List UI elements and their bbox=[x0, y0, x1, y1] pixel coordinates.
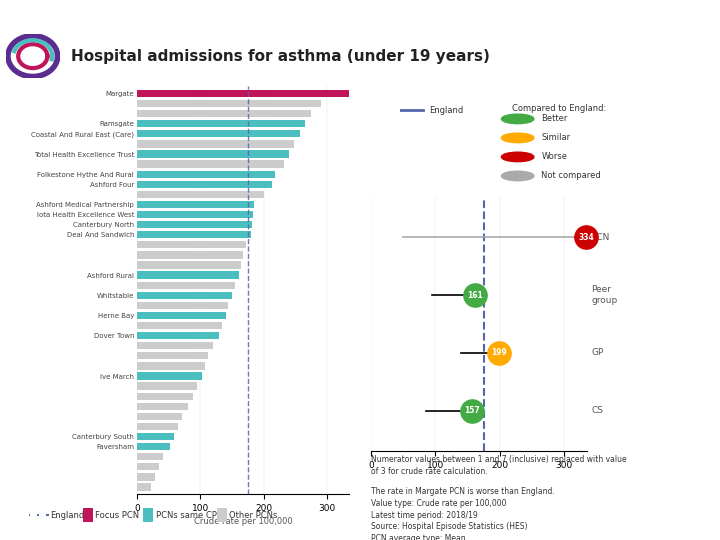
Bar bbox=[137, 373, 202, 380]
Bar bbox=[137, 474, 155, 481]
Point bbox=[493, 348, 505, 357]
Bar bbox=[137, 100, 320, 107]
Bar bbox=[137, 281, 235, 289]
Point bbox=[467, 406, 478, 415]
Text: Better: Better bbox=[541, 114, 567, 124]
Bar bbox=[137, 221, 252, 228]
Bar bbox=[137, 433, 174, 440]
Text: Compared to England:: Compared to England: bbox=[512, 104, 606, 113]
Bar bbox=[137, 181, 272, 188]
Text: Similar: Similar bbox=[541, 133, 570, 143]
Point bbox=[469, 291, 480, 300]
Text: 157: 157 bbox=[464, 406, 480, 415]
Text: 199: 199 bbox=[491, 348, 507, 357]
Bar bbox=[137, 231, 251, 238]
Circle shape bbox=[501, 152, 534, 161]
Circle shape bbox=[501, 133, 534, 143]
Bar bbox=[137, 382, 197, 390]
Text: Hospital admissions for asthma (under 19 years): Hospital admissions for asthma (under 19… bbox=[71, 49, 490, 64]
Bar bbox=[137, 302, 228, 309]
Bar bbox=[137, 241, 246, 248]
Bar bbox=[137, 191, 264, 198]
Text: 334: 334 bbox=[578, 233, 594, 242]
Text: Other PCNs: Other PCNs bbox=[230, 510, 278, 519]
Bar bbox=[137, 413, 182, 420]
Bar bbox=[217, 508, 227, 522]
Bar bbox=[137, 393, 192, 400]
Text: The rate in Margate PCN is worse than England.
Value type: Crude rate per 100,00: The rate in Margate PCN is worse than En… bbox=[371, 487, 605, 540]
Bar bbox=[137, 150, 289, 158]
Bar bbox=[137, 362, 205, 369]
Bar bbox=[137, 130, 300, 138]
Point bbox=[580, 233, 592, 242]
Text: Numerator values between 1 and 7 (inclusive) replaced with value
of 3 for crude : Numerator values between 1 and 7 (inclus… bbox=[371, 455, 626, 476]
Bar bbox=[137, 120, 305, 127]
Bar bbox=[83, 508, 93, 522]
Text: PCN: PCN bbox=[591, 233, 610, 242]
Bar bbox=[137, 90, 348, 97]
Bar bbox=[137, 292, 232, 299]
Circle shape bbox=[501, 171, 534, 181]
Text: Peer
group: Peer group bbox=[591, 286, 617, 305]
Text: PCNs same CP: PCNs same CP bbox=[156, 510, 217, 519]
Bar bbox=[137, 332, 219, 339]
Bar bbox=[137, 140, 294, 147]
Bar bbox=[137, 352, 208, 360]
Bar bbox=[137, 312, 225, 319]
Bar bbox=[137, 251, 243, 259]
Bar bbox=[137, 463, 159, 470]
Text: England: England bbox=[429, 106, 464, 115]
Bar bbox=[137, 171, 275, 178]
Bar bbox=[137, 443, 170, 450]
Bar bbox=[137, 272, 239, 279]
Bar bbox=[137, 453, 163, 461]
Bar bbox=[137, 423, 178, 430]
Bar bbox=[137, 110, 311, 117]
Bar bbox=[137, 211, 253, 218]
Text: CS: CS bbox=[591, 406, 603, 415]
X-axis label: Crude rate per 100,000: Crude rate per 100,000 bbox=[194, 517, 292, 526]
Bar bbox=[137, 403, 187, 410]
Circle shape bbox=[501, 114, 534, 124]
Bar bbox=[137, 342, 213, 349]
Bar bbox=[137, 261, 241, 269]
Bar bbox=[137, 483, 150, 491]
Text: GP: GP bbox=[591, 348, 603, 357]
Bar bbox=[137, 160, 284, 168]
Text: Not compared: Not compared bbox=[541, 171, 601, 180]
Text: Focus PCN: Focus PCN bbox=[95, 510, 140, 519]
Text: England: England bbox=[50, 510, 85, 519]
Bar bbox=[137, 322, 222, 329]
Text: Worse: Worse bbox=[541, 152, 567, 161]
Text: 34: 34 bbox=[9, 9, 26, 22]
Bar bbox=[137, 201, 254, 208]
Bar bbox=[143, 508, 153, 522]
Text: 161: 161 bbox=[467, 291, 482, 300]
